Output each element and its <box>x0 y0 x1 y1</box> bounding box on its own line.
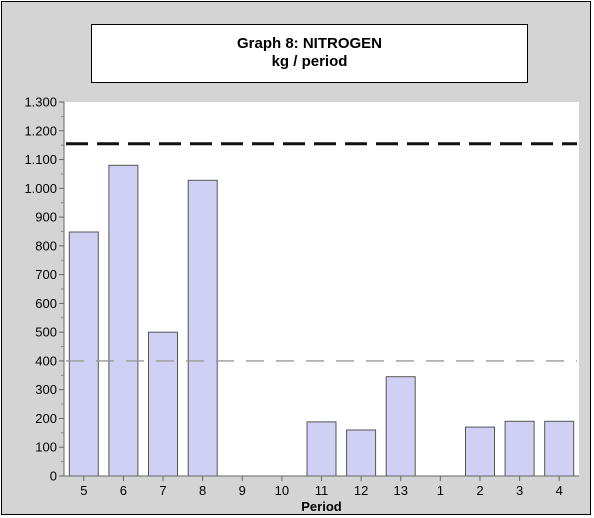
bar-period-13 <box>385 376 416 477</box>
reference-lines-layer <box>66 142 577 362</box>
x-tick-label: 2 <box>476 483 483 498</box>
x-tick-label: 3 <box>516 483 523 498</box>
x-tick-label: 9 <box>239 483 246 498</box>
x-tick-label: 4 <box>556 483 563 498</box>
bar-period-11 <box>306 421 337 477</box>
y-axis: 0 100 200 300 400 500 600 700 800 900 1.000 1.100 1.… <box>24 95 65 484</box>
bar-period-6 <box>108 164 139 477</box>
bar-period-2 <box>465 426 495 477</box>
chart-title-box: Graph 8: NITROGEN kg / period <box>91 24 528 83</box>
bar-period-12 <box>346 429 377 477</box>
y-tick-label: 700 <box>35 267 57 282</box>
chart-subtitle: kg / period <box>271 53 348 70</box>
y-tick-label: 400 <box>35 353 57 368</box>
y-tick-label: 100 <box>35 440 57 455</box>
x-tick-label: 10 <box>275 483 289 498</box>
bar-period-4 <box>544 420 575 477</box>
y-tick-label: 500 <box>35 325 57 340</box>
y-tick-label: 300 <box>35 382 57 397</box>
x-tick-label: 13 <box>393 483 407 498</box>
bar-period-8 <box>187 179 218 477</box>
bar-period-5 <box>68 231 99 477</box>
x-axis: 5 6 7 8 9 10 11 12 13 1 2 3 4 <box>64 475 579 498</box>
x-axis-title: Period <box>301 499 342 514</box>
y-tick-label: 0 <box>50 469 57 484</box>
y-tick-label: 1.000 <box>24 181 57 196</box>
x-tick-label: 5 <box>80 483 87 498</box>
y-tick-label: 1.300 <box>24 95 57 110</box>
bar-period-3 <box>504 420 535 477</box>
bars-layer <box>68 164 575 477</box>
x-tick-label: 11 <box>315 483 329 498</box>
y-tick-label: 200 <box>35 411 57 426</box>
x-tick-label: 1 <box>437 483 444 498</box>
chart-title: Graph 8: NITROGEN <box>236 35 382 52</box>
y-tick-label: 1.200 <box>24 123 57 138</box>
x-tick-label: 7 <box>159 483 166 498</box>
y-tick-label: 600 <box>35 296 57 311</box>
y-tick-label: 900 <box>35 210 57 225</box>
y-tick-label: 800 <box>35 238 57 253</box>
x-tick-label: 8 <box>199 483 206 498</box>
x-tick-label: 12 <box>354 483 368 498</box>
x-tick-label: 6 <box>120 483 127 498</box>
y-tick-label: 1.100 <box>24 152 57 167</box>
bar-period-7 <box>148 331 178 477</box>
plot-area <box>64 102 579 476</box>
